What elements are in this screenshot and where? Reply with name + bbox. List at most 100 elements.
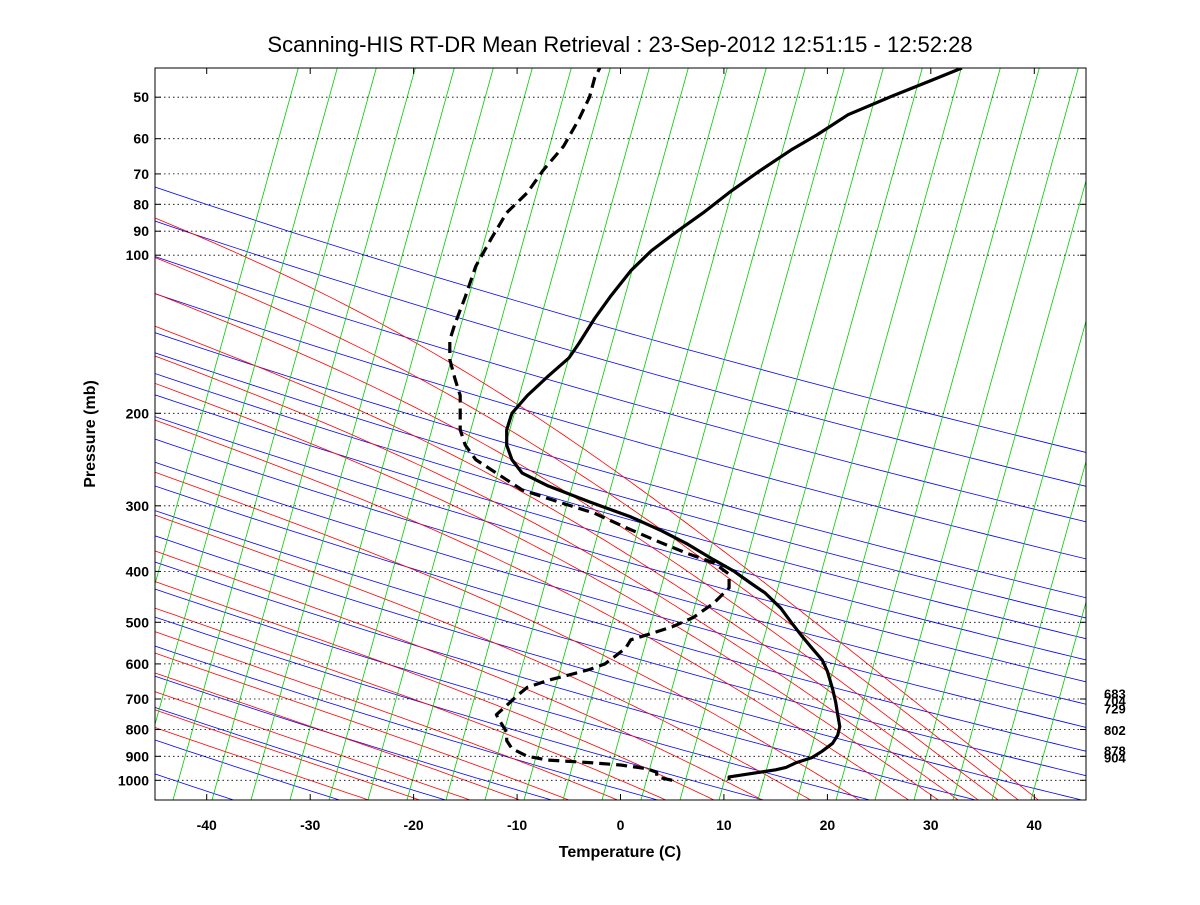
moist-adiabat [155, 325, 979, 800]
dry-adiabat [155, 616, 766, 800]
mixing-ratio-line [640, 68, 845, 800]
mixing-ratio-line [1030, 600, 1086, 800]
moist-adiabat [155, 257, 1019, 800]
mixing-ratio-line [211, 68, 416, 800]
dry-adiabat [155, 394, 1086, 661]
dry-adiabat [155, 535, 1084, 800]
dry-adiabat [155, 352, 1086, 619]
moist-adiabat [155, 691, 472, 800]
dry-adiabat [155, 739, 341, 800]
moist-adiabat [155, 709, 421, 800]
moist-adiabat [155, 355, 959, 800]
mixing-ratio-line [913, 179, 1086, 800]
x-tick-label: -40 [197, 817, 217, 833]
dry-adiabat [155, 438, 1086, 705]
x-tick-label: 40 [1027, 817, 1043, 833]
sounding-profiles [448, 68, 963, 782]
mixing-ratio-line [250, 68, 455, 800]
moist-adiabat [155, 514, 812, 800]
dry-adiabat [155, 220, 1086, 487]
mixing-ratio-line [757, 68, 962, 800]
dry-adiabat [155, 256, 1086, 523]
mixing-ratio-line [155, 68, 299, 586]
right-pressure-label: 683 [1104, 686, 1126, 701]
y-tick-label: 70 [133, 166, 149, 182]
mixing-ratio-line [289, 68, 494, 800]
dry-adiabat [155, 461, 1086, 728]
y-axis-label: Pressure (mb) [82, 380, 99, 488]
mixing-ratio-line [484, 68, 689, 800]
temperature-profile [505, 68, 963, 781]
dry-adiabat [155, 186, 1086, 453]
mixing-ratio-line [991, 460, 1086, 800]
mixing-ratio-line [155, 68, 338, 726]
x-tick-label: -30 [300, 817, 320, 833]
right-pressure-label: 704 [1104, 693, 1126, 708]
y-tick-label: 700 [126, 691, 150, 707]
mixing-ratio-line [835, 68, 1040, 800]
mixing-ratio-line [172, 68, 377, 800]
dry-adiabat [155, 373, 1086, 640]
dry-adiabat [155, 561, 978, 800]
y-tick-label: 900 [126, 748, 150, 764]
dry-adiabat [155, 416, 1086, 683]
dewpoint-profile [448, 68, 731, 782]
dry-adiabat [155, 707, 447, 800]
mixing-ratio-line [406, 68, 611, 800]
mixing-ratio-line [367, 68, 572, 800]
y-tick-label: 60 [133, 131, 149, 147]
x-tick-label: 30 [923, 817, 939, 833]
y-tick-label: 1000 [118, 772, 149, 788]
y-tick-label: 500 [126, 614, 150, 630]
dry-adiabat [155, 485, 1086, 752]
x-tick-label: -10 [507, 817, 527, 833]
moist-adiabat [155, 217, 1040, 800]
dry-adiabat [155, 588, 872, 800]
background-lines [155, 68, 1086, 800]
y-tick-label: 800 [126, 722, 150, 738]
y-tick-label: 100 [126, 247, 150, 263]
moist-adiabat [155, 550, 764, 800]
right-pressure-label: 802 [1104, 723, 1126, 738]
y-tick-label: 50 [133, 89, 149, 105]
right-pressure-label: 729 [1104, 701, 1126, 716]
dry-adiabat [155, 293, 1086, 560]
moist-adiabat [155, 631, 619, 800]
mixing-ratio-line [679, 68, 884, 800]
chart-title: Scanning-HIS RT-DR Mean Retrieval : 23-S… [267, 32, 972, 57]
moist-adiabat [155, 727, 370, 800]
x-axis-label: Temperature (C) [559, 844, 681, 861]
moist-adiabat [155, 581, 715, 800]
mixing-ratio-line [874, 68, 1079, 800]
dry-adiabat [155, 332, 1086, 599]
y-tick-label: 200 [126, 405, 150, 421]
x-axis-ticks: -40 -30 -20 -10 0 10 20 30 40 [197, 68, 1043, 833]
moist-adiabat [155, 419, 910, 800]
y-tick-label: 300 [126, 498, 150, 514]
y-tick-label: 400 [126, 563, 150, 579]
x-tick-label: 20 [820, 817, 836, 833]
x-tick-label: 10 [716, 817, 732, 833]
x-tick-label: 0 [617, 817, 625, 833]
y-tick-label: 80 [133, 196, 149, 212]
mixing-ratio-line [718, 68, 923, 800]
mixing-ratio-line [445, 68, 650, 800]
x-tick-label: -20 [403, 817, 423, 833]
dry-adiabat [155, 645, 660, 800]
y-tick-label: 600 [126, 656, 150, 672]
moist-adiabat [155, 607, 667, 800]
right-pressure-label: 878 [1104, 744, 1126, 759]
dry-adiabat [155, 675, 554, 800]
mixing-ratio-line [328, 68, 533, 800]
moist-adiabat [155, 293, 999, 800]
y-tick-label: 90 [133, 223, 149, 239]
right-pressure-label: 904 [1104, 750, 1126, 765]
mixing-ratio-line [952, 319, 1086, 800]
y-axis-ticks: 50 60 70 80 90 100 200 300 400 500 600 700 800 900 100… [118, 89, 1086, 788]
mixing-ratio-line [601, 68, 806, 800]
dry-adiabat [155, 510, 1086, 777]
